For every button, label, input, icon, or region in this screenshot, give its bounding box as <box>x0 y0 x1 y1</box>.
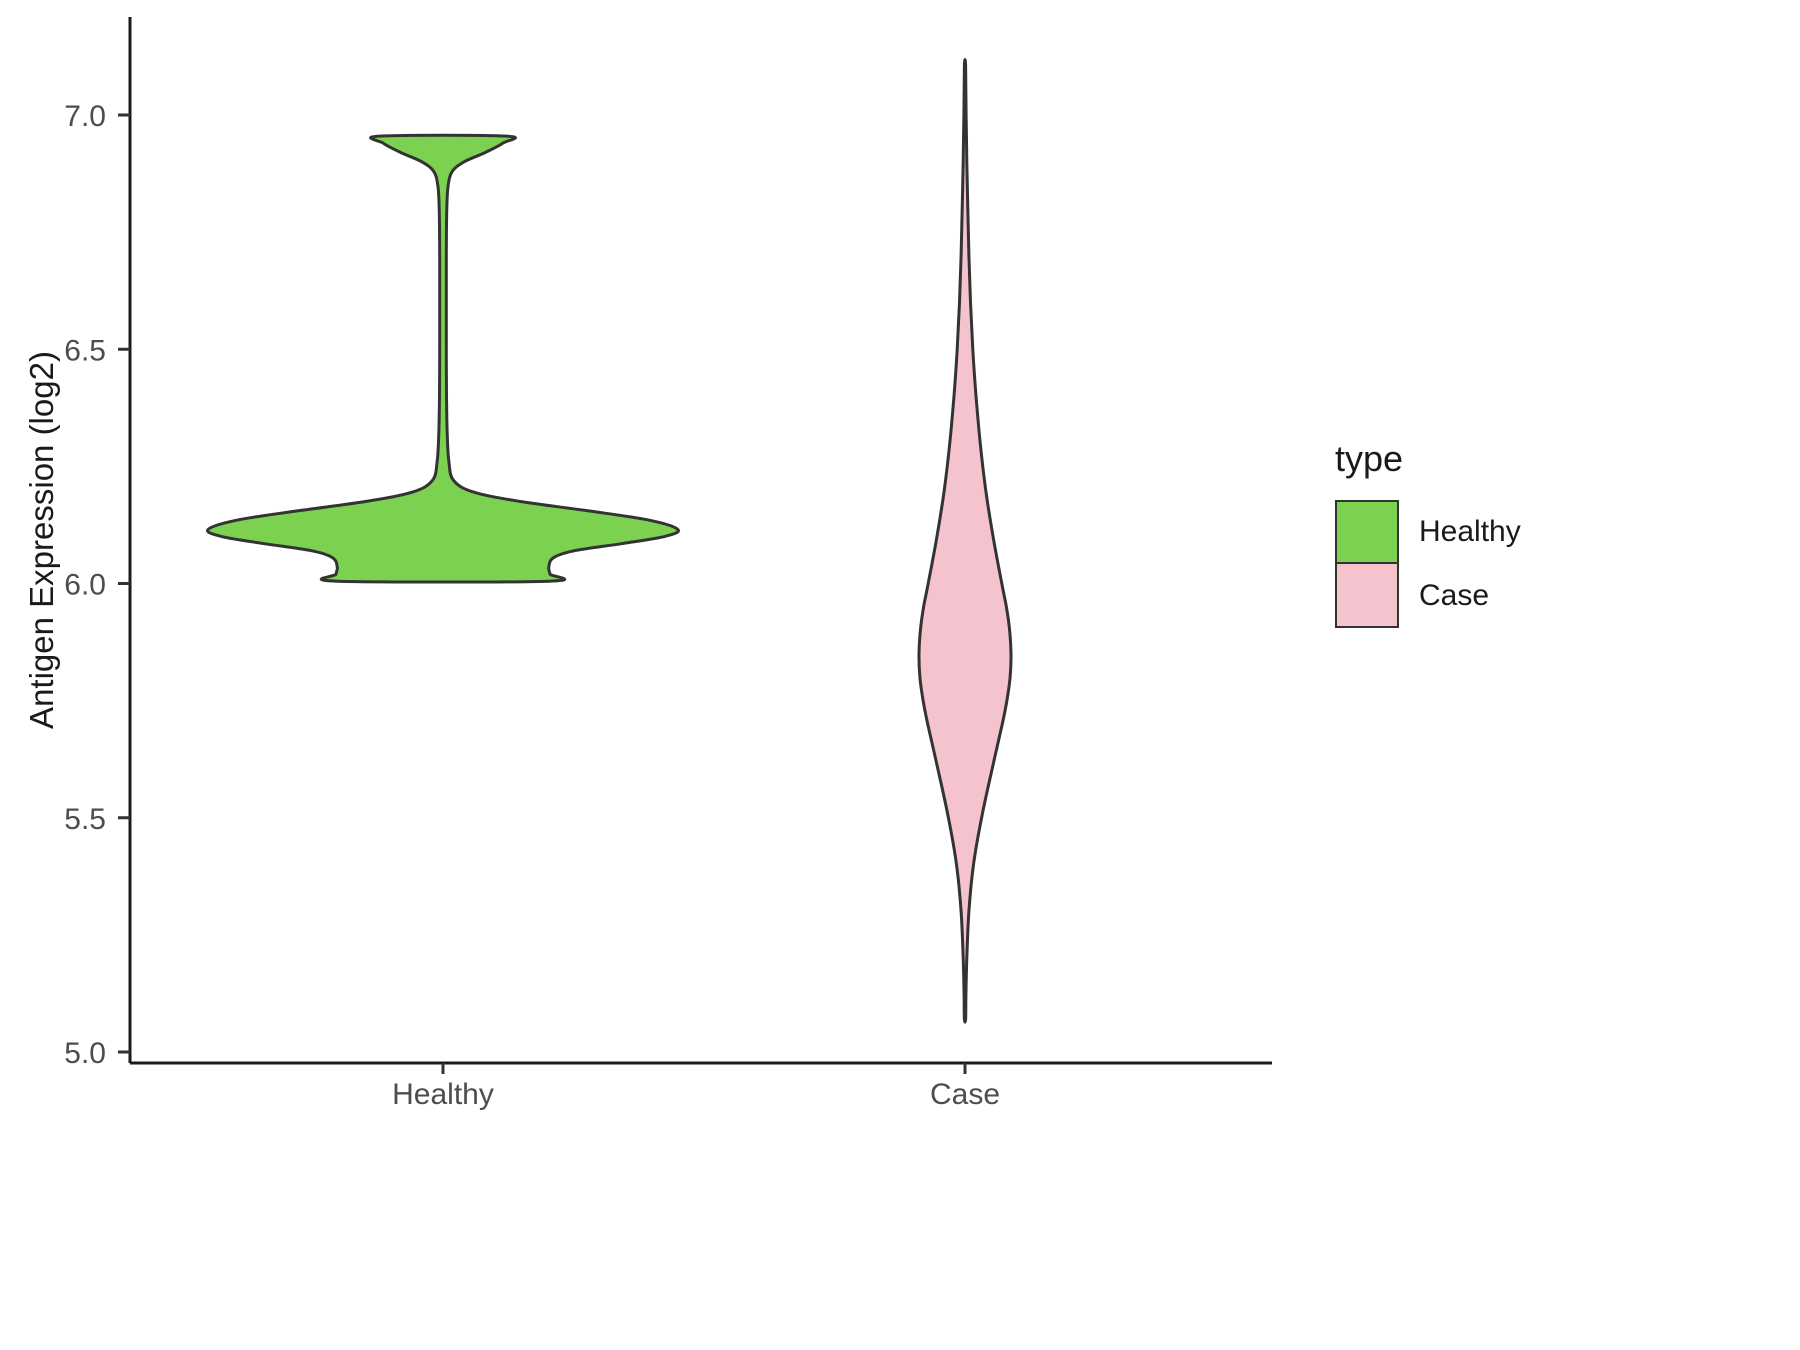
y-tick-label: 5.0 <box>64 1037 106 1070</box>
legend-swatch-case <box>1335 564 1399 628</box>
legend-label: Case <box>1419 579 1490 612</box>
legend-items: Healthy Case <box>1335 500 1521 628</box>
y-axis-label: Antigen Expression (log2) <box>23 351 60 729</box>
y-tick-label: 5.5 <box>64 803 106 836</box>
violin-case <box>917 58 1013 1024</box>
x-category-label-case: Case <box>930 1078 1000 1111</box>
legend-item-healthy: Healthy <box>1335 500 1521 564</box>
y-tick-label: 6.5 <box>64 334 106 367</box>
violin-healthy <box>206 133 680 584</box>
legend-label: Healthy <box>1419 515 1521 548</box>
legend-item-case: Case <box>1335 564 1521 628</box>
y-tick-label: 6.0 <box>64 569 106 602</box>
y-tick-label: 7.0 <box>64 100 106 133</box>
legend-title: type <box>1335 438 1404 479</box>
legend: type Healthy Case <box>1335 438 1521 628</box>
legend-swatch-healthy <box>1335 500 1399 564</box>
x-category-label-healthy: Healthy <box>392 1078 494 1111</box>
